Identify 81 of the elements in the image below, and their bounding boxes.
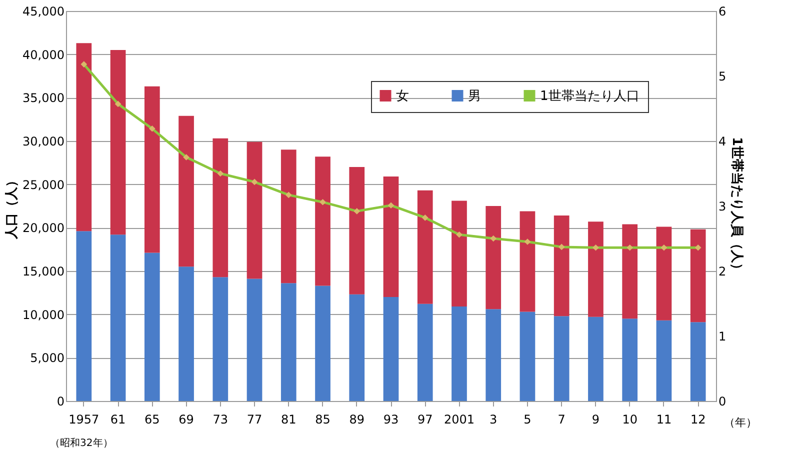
y-tick-label: 5,000: [30, 351, 64, 366]
x-tick-label: 97: [417, 412, 433, 426]
bar: [144, 86, 160, 253]
x-tick-label: 73: [212, 412, 228, 426]
y-tick-label: 30,000: [22, 134, 64, 148]
x-tick-label: 5: [524, 412, 532, 426]
bar: [690, 322, 706, 401]
bar: [486, 206, 502, 310]
bar: [656, 320, 672, 401]
y2-tick-label: 6: [718, 4, 726, 18]
legend-label: 女: [396, 88, 409, 104]
bar: [178, 116, 194, 267]
x-tick-label: 77: [246, 412, 262, 426]
x-tick-label: 11: [656, 412, 672, 426]
x-tick-label: 65: [144, 412, 160, 426]
bar: [588, 316, 604, 401]
legend-label: 1世帯当たり人口: [540, 88, 640, 104]
x-tick-label: 9: [592, 412, 600, 426]
bar: [622, 224, 638, 319]
bar: [315, 286, 330, 401]
bar: [383, 176, 399, 297]
bar: [417, 190, 433, 304]
bar: [212, 138, 228, 278]
x-tick-label: 1957: [68, 412, 100, 426]
bar: [656, 226, 672, 320]
bar: [622, 318, 638, 401]
bar: [452, 306, 467, 401]
bar: [452, 200, 467, 307]
bar: [417, 304, 433, 401]
y-axis-title: 人口（人）: [4, 174, 20, 240]
y2-axis-title: 1世帯当たり人員（人）: [729, 136, 744, 276]
bar: [349, 294, 365, 401]
x-tick-label: 61: [110, 412, 126, 426]
x-tick-label: 69: [178, 412, 194, 426]
bar: [246, 142, 262, 279]
y-tick-label: 20,000: [22, 221, 64, 236]
x-tick-label: 93: [383, 412, 399, 426]
x-tick-label: 10: [622, 412, 638, 426]
text: （年）: [724, 416, 757, 429]
bar: [178, 266, 194, 401]
y2-tick-label: 4: [718, 134, 726, 148]
y-tick-label: 15,000: [22, 264, 64, 278]
y-tick-label: 10,000: [22, 308, 64, 322]
bar: [383, 297, 399, 401]
y-tick-label: 0: [56, 394, 64, 408]
x-tick-label: 3: [490, 412, 498, 426]
x-tick-label: 81: [280, 412, 296, 426]
bar: [110, 234, 126, 401]
y2-tick-label: 5: [718, 70, 726, 84]
x-tick-label: 2001: [444, 412, 475, 426]
bar: [520, 211, 536, 312]
bar: [588, 222, 604, 317]
y-tick-label: 40,000: [22, 48, 64, 62]
bar: [246, 278, 262, 401]
bar: [315, 156, 330, 286]
y2-tick-label: 0: [718, 394, 726, 408]
y-tick-label: 25,000: [22, 178, 64, 192]
bar: [144, 252, 160, 401]
y-tick-label: 35,000: [22, 91, 64, 106]
legend-label: 男: [468, 88, 481, 104]
y2-tick-label: 2: [718, 264, 726, 278]
bar: [349, 167, 365, 294]
bar: [76, 43, 92, 232]
y-tick-label: 45,000: [22, 4, 64, 18]
bar: [554, 316, 570, 401]
y2-tick-label: 1: [718, 330, 726, 344]
bar: [520, 312, 536, 401]
x-tick-label: 7: [558, 412, 566, 426]
y2-tick-label: 3: [718, 200, 726, 214]
bar: [212, 277, 228, 401]
bar: [486, 309, 502, 401]
x-tick-label: 85: [315, 412, 330, 426]
bar: [76, 231, 92, 401]
x-tick-label: 89: [349, 412, 365, 426]
bar: [280, 283, 296, 401]
bar: [280, 150, 296, 284]
bar: [690, 229, 706, 322]
x-tick-label: 12: [690, 412, 706, 426]
bar: [110, 50, 126, 235]
text: （昭和32年）: [50, 437, 113, 449]
bar: [554, 216, 570, 316]
